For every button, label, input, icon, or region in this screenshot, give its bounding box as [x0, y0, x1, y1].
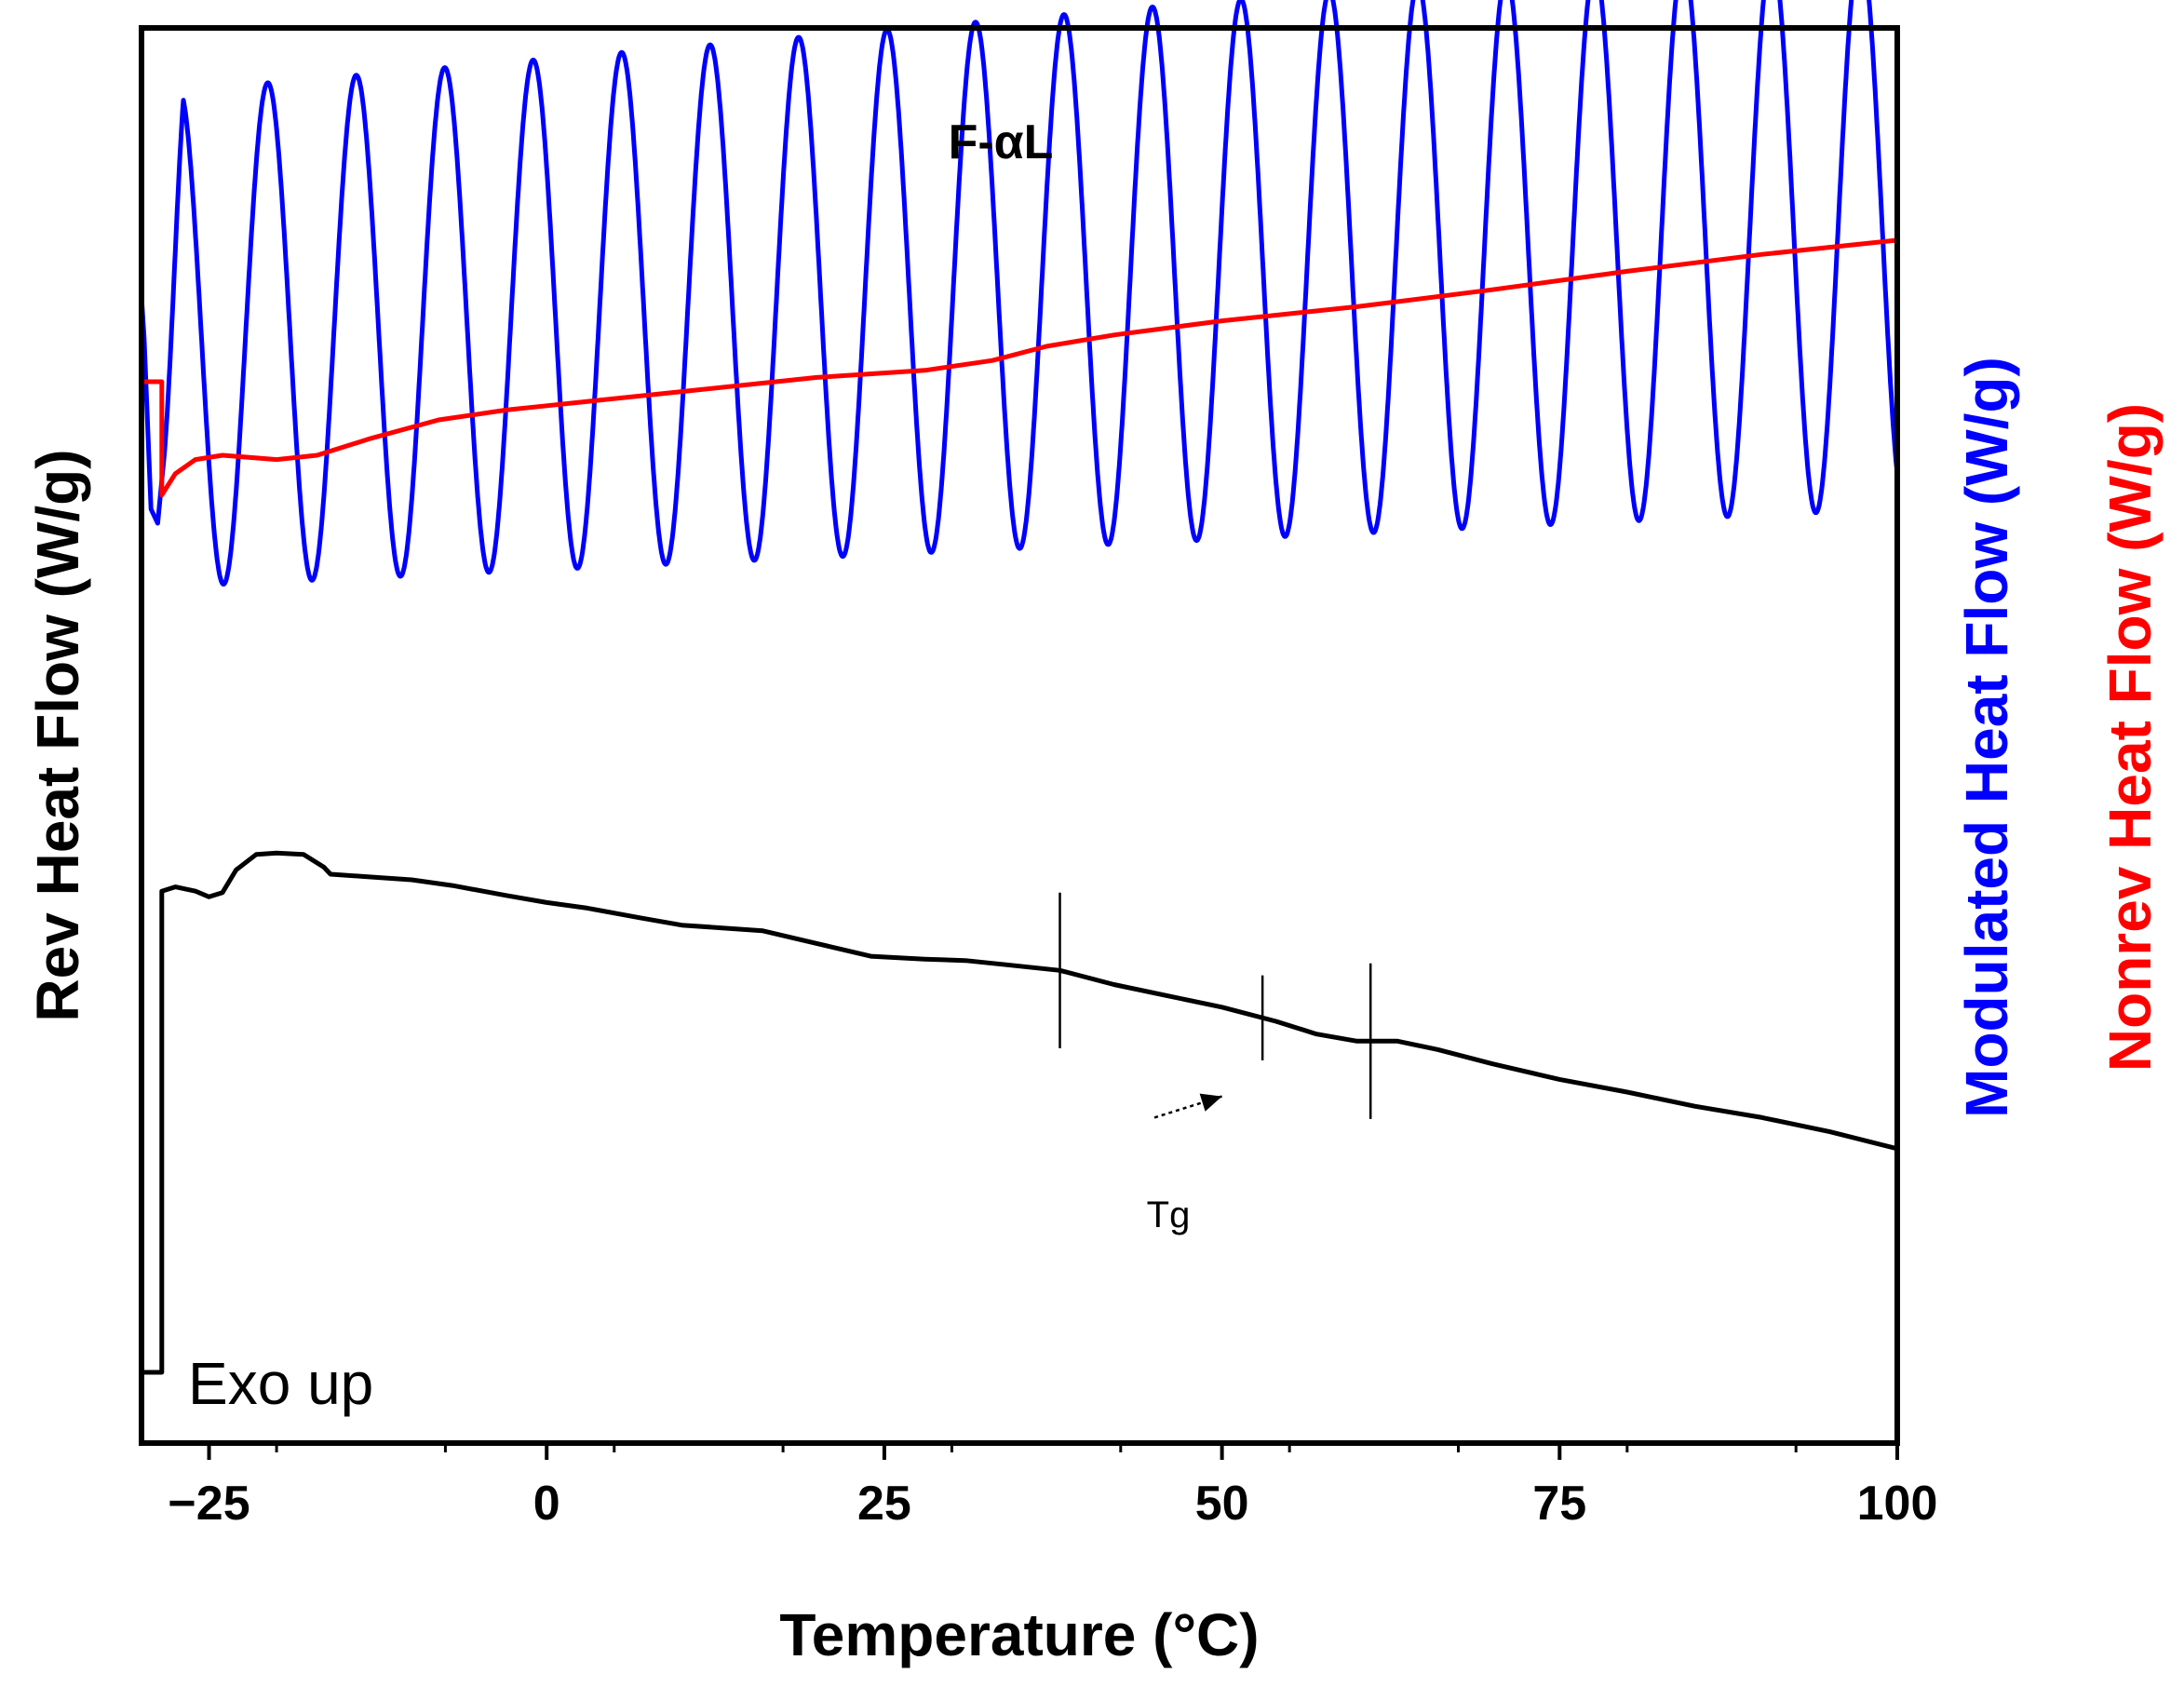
x-axis-title: Temperature (°C) — [779, 1601, 1259, 1668]
x-tick-label: 75 — [1532, 1477, 1586, 1531]
chart-title: F-αL — [949, 115, 1054, 169]
x-ticks: −25 0 25 50 75 100 — [168, 1443, 1937, 1531]
exo-up-label: Exo up — [188, 1350, 373, 1417]
modulated-heat-flow-line — [139, 0, 1900, 587]
tg-label: Tg — [1147, 1194, 1191, 1235]
x-tick-label: 0 — [533, 1477, 560, 1531]
y-axis-title-left: Rev Heat Flow (W/g) — [24, 449, 91, 1021]
tg-arrow-head — [1199, 1093, 1222, 1112]
x-tick-label: −25 — [168, 1477, 249, 1531]
x-tick-label: 100 — [1857, 1477, 1938, 1531]
rev-heat-flow-line — [142, 850, 1898, 1375]
plot-lines — [139, 0, 1900, 1375]
nonrev-heat-flow-line — [142, 237, 1898, 498]
plot-frame — [139, 25, 1900, 1446]
x-tick-label: 25 — [857, 1477, 911, 1531]
y-axis-title-right-modulated: Modulated Heat Flow (W/g) — [1953, 357, 2020, 1118]
y-axis-title-right-nonrev: Nonrev Heat Flow (W/g) — [2096, 403, 2164, 1072]
x-tick-label: 50 — [1195, 1477, 1249, 1531]
